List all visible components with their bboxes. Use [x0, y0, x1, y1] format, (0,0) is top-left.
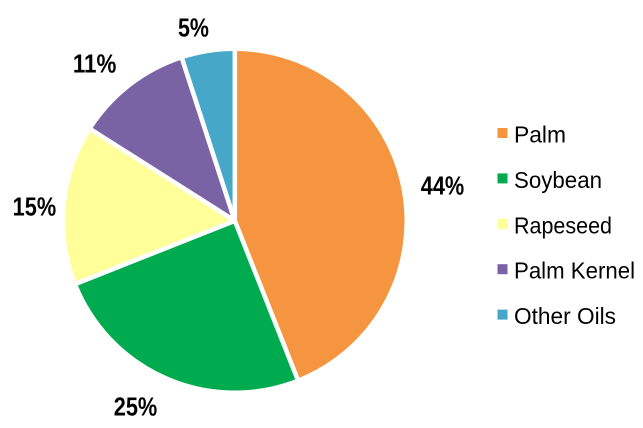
svg-text:5%: 5%: [178, 13, 209, 43]
svg-text:44%: 44%: [421, 170, 465, 200]
svg-text:11%: 11%: [73, 49, 117, 79]
svg-text:Soybean: Soybean: [514, 167, 602, 193]
svg-text:25%: 25%: [114, 391, 158, 421]
svg-text:15%: 15%: [13, 191, 57, 221]
svg-text:Other Oils: Other Oils: [514, 303, 616, 329]
svg-text:Palm Kernel: Palm Kernel: [514, 258, 635, 284]
svg-text:Palm: Palm: [514, 122, 566, 148]
svg-text:Rapeseed: Rapeseed: [514, 212, 612, 238]
